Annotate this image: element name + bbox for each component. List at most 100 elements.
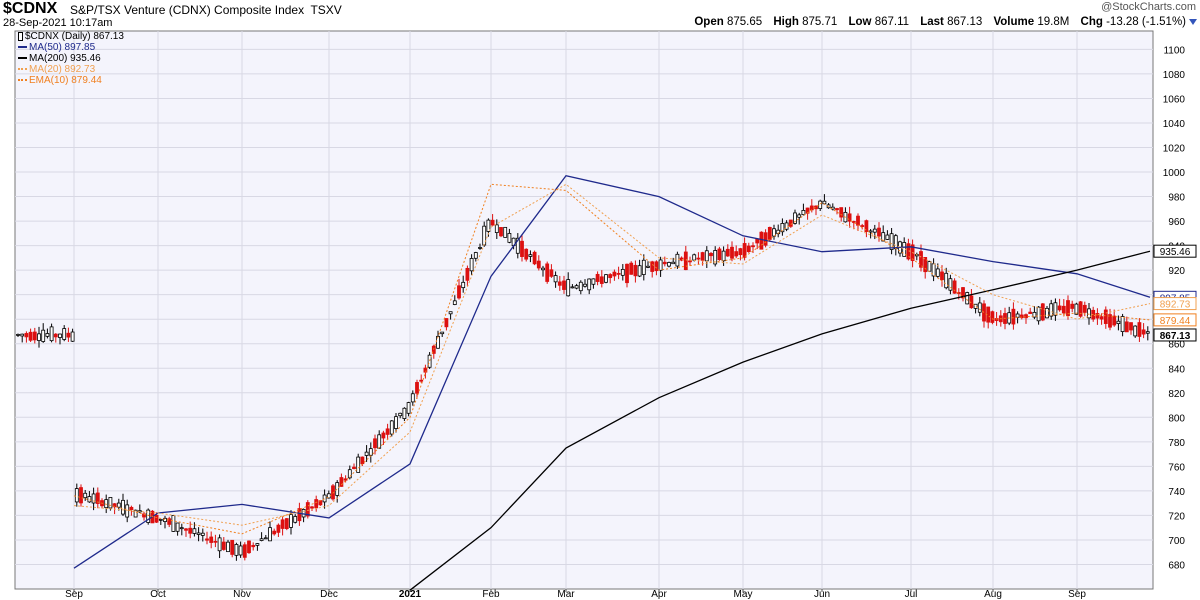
x-tick-label: Feb bbox=[482, 589, 500, 600]
candle-body bbox=[692, 254, 697, 261]
candle-body bbox=[620, 268, 625, 276]
candle-body bbox=[322, 494, 327, 503]
candle-body bbox=[1061, 305, 1066, 314]
candle-body bbox=[24, 333, 29, 338]
candle-body bbox=[205, 538, 209, 541]
candle-body bbox=[146, 509, 151, 523]
candle-body bbox=[415, 382, 419, 394]
quote-bar: Open 875.65 High 875.71 Low 867.11 Last … bbox=[694, 16, 1186, 28]
candle-body bbox=[310, 506, 314, 509]
high-value: 875.71 bbox=[802, 16, 838, 28]
candle-body bbox=[74, 488, 79, 503]
price-label: 879.44 bbox=[1160, 316, 1191, 327]
candle-body bbox=[578, 281, 583, 292]
candle-body bbox=[129, 506, 134, 510]
candle-body bbox=[788, 219, 793, 227]
candle-body bbox=[381, 432, 386, 439]
candle-body bbox=[679, 257, 684, 261]
candle-body bbox=[154, 514, 159, 523]
candle-body bbox=[738, 248, 743, 256]
candle-body bbox=[973, 303, 978, 309]
y-tick-label: 1100 bbox=[1163, 45, 1185, 56]
timestamp: 28-Sep-2021 10:17am bbox=[3, 17, 113, 29]
candle-body bbox=[944, 272, 949, 289]
plot-area bbox=[14, 30, 1154, 590]
candle-body bbox=[650, 261, 655, 272]
candle-body bbox=[881, 232, 886, 242]
price-label: 892.73 bbox=[1160, 300, 1191, 311]
candle-body bbox=[419, 379, 424, 382]
dropdown-caret-icon[interactable] bbox=[1189, 19, 1197, 25]
index-name: S&P/TSX Venture (CDNX) Composite Index bbox=[70, 3, 305, 17]
candle-body bbox=[940, 271, 944, 281]
candle-body bbox=[583, 283, 587, 287]
candle-body bbox=[759, 231, 764, 250]
legend-item: MA(50) 897.85 bbox=[18, 42, 124, 53]
price-label: 935.46 bbox=[1160, 247, 1191, 258]
candle-body bbox=[877, 227, 881, 237]
candle-body bbox=[545, 263, 550, 282]
candle-body bbox=[133, 509, 138, 518]
candle-body bbox=[767, 226, 772, 240]
y-tick-label: 980 bbox=[1168, 193, 1185, 204]
candle-body bbox=[625, 263, 629, 284]
candle-body bbox=[570, 286, 575, 289]
candle-body bbox=[1015, 313, 1020, 318]
candle-body bbox=[751, 245, 755, 248]
candle-body bbox=[977, 302, 982, 313]
candle-body bbox=[297, 508, 302, 522]
candle-body bbox=[440, 331, 445, 335]
candle-body bbox=[704, 250, 709, 262]
candle-body bbox=[175, 522, 180, 532]
y-tick-label: 860 bbox=[1168, 340, 1185, 351]
candle-body bbox=[163, 517, 167, 522]
legend-item: MA(200) 935.46 bbox=[18, 53, 124, 64]
last-value: 867.13 bbox=[947, 16, 983, 28]
y-tick-label: 740 bbox=[1168, 487, 1185, 498]
candle-body bbox=[549, 269, 554, 277]
candle-body bbox=[961, 287, 965, 299]
candle-body bbox=[1057, 305, 1062, 311]
candle-body bbox=[990, 311, 995, 323]
candle-body bbox=[889, 233, 894, 250]
candle-body bbox=[872, 228, 877, 233]
candle-body bbox=[1099, 316, 1104, 320]
candle-body bbox=[226, 541, 230, 553]
candle-body bbox=[83, 492, 88, 499]
candle-body bbox=[352, 466, 356, 470]
candle-body bbox=[1074, 303, 1079, 315]
candle-body bbox=[247, 540, 251, 554]
candle-body bbox=[721, 250, 726, 262]
candle-body bbox=[293, 516, 298, 523]
candle-body bbox=[822, 200, 827, 205]
candle-body bbox=[948, 278, 953, 291]
candle-body bbox=[364, 451, 369, 456]
y-tick-label: 780 bbox=[1168, 438, 1185, 449]
line-swatch-icon bbox=[18, 68, 27, 71]
candle-body bbox=[28, 331, 33, 341]
candle-body bbox=[633, 264, 638, 277]
low-value: 867.11 bbox=[874, 16, 910, 28]
candle-body bbox=[49, 326, 54, 342]
candle-body bbox=[490, 219, 495, 226]
x-tick-label: Apr bbox=[651, 589, 667, 600]
candle-body bbox=[746, 245, 751, 253]
candle-body bbox=[608, 274, 613, 279]
y-tick-label: 960 bbox=[1168, 217, 1185, 228]
symbol: $CDNX bbox=[3, 0, 58, 17]
candle-body bbox=[919, 251, 923, 268]
x-tick-label: Nov bbox=[233, 589, 251, 600]
candle-body bbox=[797, 214, 802, 218]
candle-body bbox=[389, 420, 394, 435]
chart-legend: $CDNX (Daily) 867.13 MA(50) 897.85 MA(200)… bbox=[18, 31, 124, 86]
candle-body bbox=[385, 428, 390, 435]
candle-body bbox=[700, 252, 705, 261]
x-tick-label: Aug bbox=[984, 589, 1002, 600]
legend-item: MA(20) 892.73 bbox=[18, 64, 124, 75]
line-swatch-icon bbox=[18, 79, 27, 82]
candle-body bbox=[242, 544, 247, 558]
candle-body bbox=[16, 334, 20, 336]
candle-body bbox=[196, 532, 201, 535]
candle-body bbox=[469, 258, 474, 272]
